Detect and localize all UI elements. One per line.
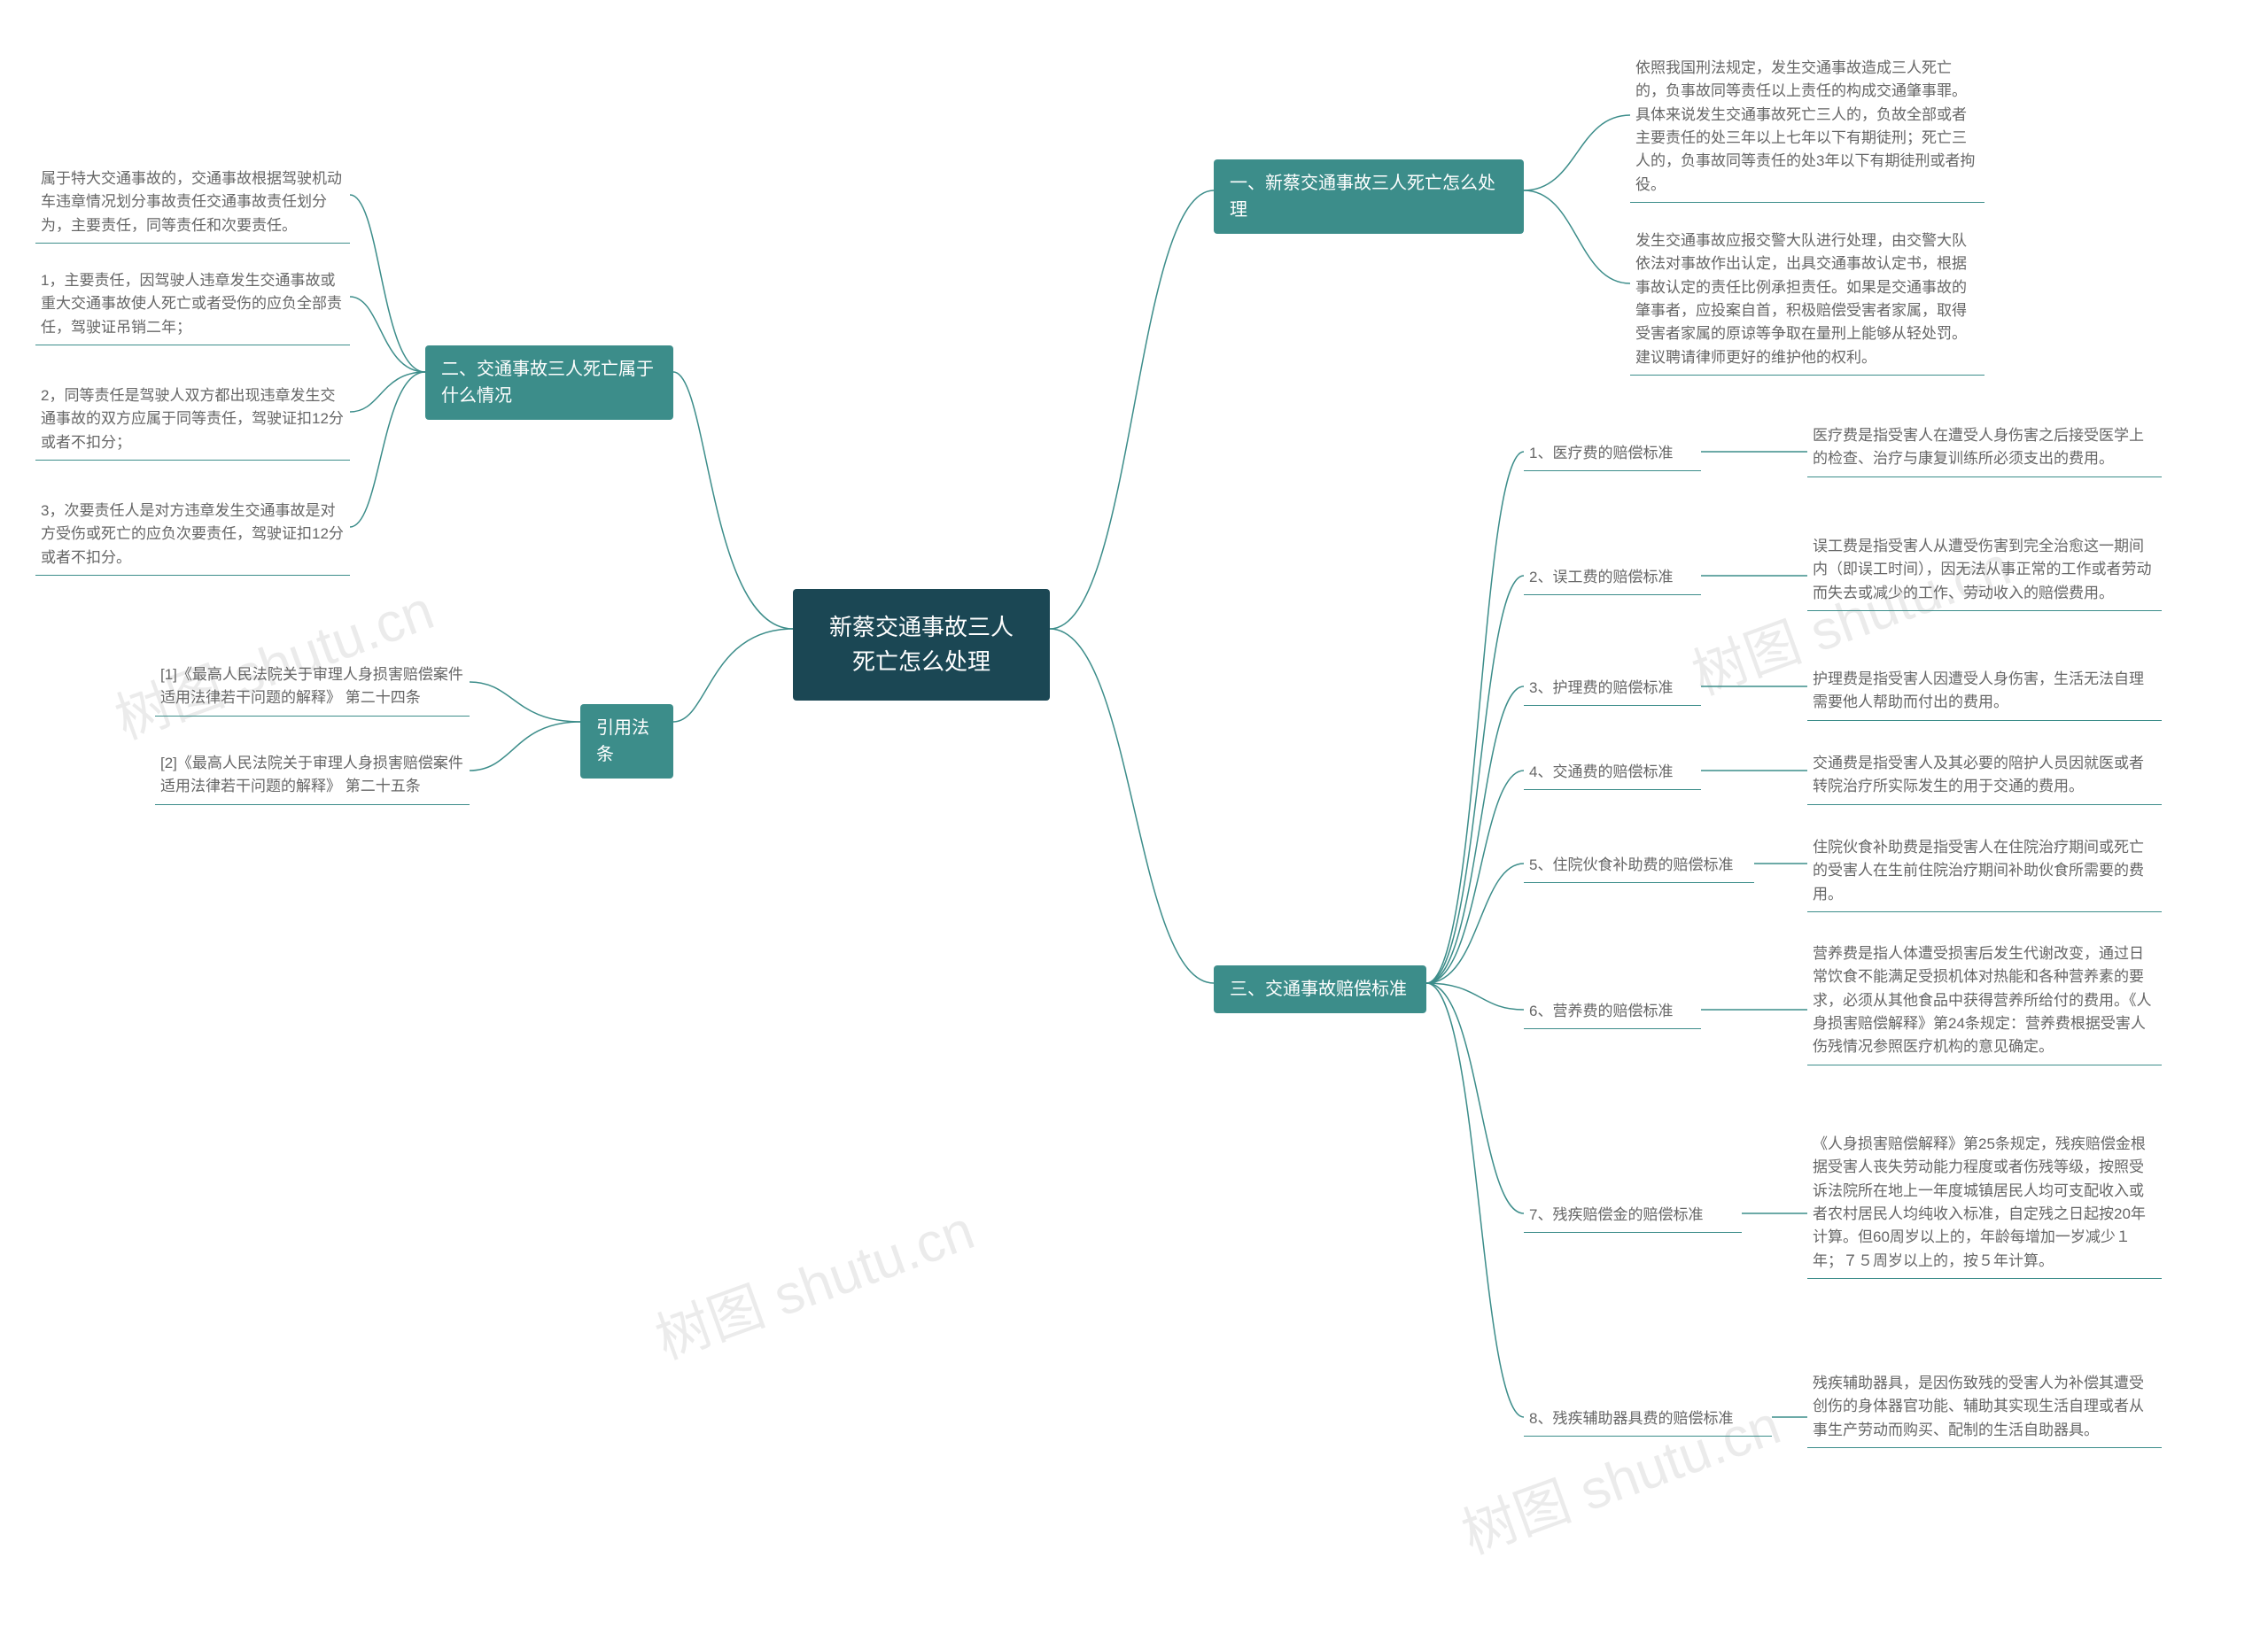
- sub-label: 1、医疗费的赔偿标准: [1529, 445, 1673, 461]
- leaf-right-1b: 发生交通事故应报交警大队进行处理，由交警大队依法对事故作出认定，出具交通事故认定…: [1630, 226, 1984, 376]
- leaf-left-1b: 1，主要责任，因驾驶人违章发生交通事故或重大交通事故使人死亡或者受伤的应负全部责…: [35, 266, 350, 345]
- sub-label: 3、护理费的赔偿标准: [1529, 679, 1673, 696]
- root-node: 新蔡交通事故三人死亡怎么处理: [793, 589, 1050, 701]
- leaf-left-2b: [2]《最高人民法院关于审理人身损害赔偿案件适用法律若干问题的解释》 第二十五条: [155, 748, 470, 805]
- leaf-text: 营养费是指人体遭受损害后发生代谢改变，通过日常饮食不能满足受损机体对热能和各种营…: [1813, 945, 2152, 1055]
- leaf-text: 《人身损害赔偿解释》第25条规定，残疾赔偿金根据受害人丧失劳动能力程度或者伤残等…: [1813, 1135, 2146, 1269]
- sub-label: 6、营养费的赔偿标准: [1529, 1003, 1673, 1019]
- leaf-text: 发生交通事故应报交警大队进行处理，由交警大队依法对事故作出认定，出具交通事故认定…: [1635, 232, 1967, 366]
- sub-right-2-7: 7、残疾赔偿金的赔偿标准: [1524, 1200, 1742, 1233]
- leaf-right-1a: 依照我国刑法规定，发生交通事故造成三人死亡的，负事故同等责任以上责任的构成交通肇…: [1630, 53, 1984, 203]
- sub-right-2-1: 1、医疗费的赔偿标准: [1524, 438, 1701, 471]
- branch-right-1: 一、新蔡交通事故三人死亡怎么处理: [1214, 159, 1524, 234]
- leaf-text: 依照我国刑法规定，发生交通事故造成三人死亡的，负事故同等责任以上责任的构成交通肇…: [1635, 59, 1975, 193]
- sub-right-2-8: 8、残疾辅助器具费的赔偿标准: [1524, 1404, 1772, 1437]
- leaf-left-1a: 属于特大交通事故的，交通事故根据驾驶机动车违章情况划分事故责任交通事故责任划分为…: [35, 164, 350, 244]
- leaf-right-2-1: 医疗费是指受害人在遭受人身伤害之后接受医学上的检查、治疗与康复训练所必须支出的费…: [1807, 421, 2162, 477]
- sub-right-2-4: 4、交通费的赔偿标准: [1524, 757, 1701, 790]
- leaf-right-2-7: 《人身损害赔偿解释》第25条规定，残疾赔偿金根据受害人丧失劳动能力程度或者伤残等…: [1807, 1129, 2162, 1279]
- branch-right-2-label: 三、交通事故赔偿标准: [1230, 980, 1407, 999]
- leaf-text: 1，主要责任，因驾驶人违章发生交通事故或重大交通事故使人死亡或者受伤的应负全部责…: [41, 272, 342, 336]
- sub-label: 5、住院伙食补助费的赔偿标准: [1529, 856, 1733, 873]
- leaf-text: 护理费是指受害人因遭受人身伤害，生活无法自理需要他人帮助而付出的费用。: [1813, 670, 2144, 710]
- leaf-text: [2]《最高人民法院关于审理人身损害赔偿案件适用法律若干问题的解释》 第二十五条: [160, 755, 463, 794]
- branch-right-2: 三、交通事故赔偿标准: [1214, 965, 1426, 1013]
- leaf-left-1c: 2，同等责任是驾驶人双方都出现违章发生交通事故的双方应属于同等责任，驾驶证扣12…: [35, 381, 350, 461]
- leaf-left-1d: 3，次要责任人是对方违章发生交通事故是对方受伤或死亡的应负次要责任，驾驶证扣12…: [35, 496, 350, 576]
- sub-right-2-5: 5、住院伙食补助费的赔偿标准: [1524, 850, 1754, 883]
- sub-right-2-3: 3、护理费的赔偿标准: [1524, 673, 1701, 706]
- leaf-right-2-6: 营养费是指人体遭受损害后发生代谢改变，通过日常饮食不能满足受损机体对热能和各种营…: [1807, 939, 2162, 1065]
- leaf-text: 2，同等责任是驾驶人双方都出现违章发生交通事故的双方应属于同等责任，驾驶证扣12…: [41, 387, 344, 451]
- sub-right-2-2: 2、误工费的赔偿标准: [1524, 562, 1701, 595]
- leaf-text: 残疾辅助器具，是因伤致残的受害人为补偿其遭受创伤的身体器官功能、辅助其实现生活自…: [1813, 1375, 2144, 1438]
- branch-left-2-label: 引用法条: [596, 718, 649, 764]
- watermark: 树图 shutu.cn: [643, 1185, 983, 1374]
- leaf-text: 误工费是指受害人从遭受伤害到完全治愈这一期间内（即误工时间），因无法从事正常的工…: [1813, 538, 2152, 601]
- sub-label: 2、误工费的赔偿标准: [1529, 569, 1673, 585]
- leaf-text: 医疗费是指受害人在遭受人身伤害之后接受医学上的检查、治疗与康复训练所必须支出的费…: [1813, 427, 2144, 467]
- leaf-left-2a: [1]《最高人民法院关于审理人身损害赔偿案件适用法律若干问题的解释》 第二十四条: [155, 660, 470, 717]
- leaf-text: 交通费是指受害人及其必要的陪护人员因就医或者转院治疗所实际发生的用于交通的费用。: [1813, 755, 2144, 794]
- sub-label: 7、残疾赔偿金的赔偿标准: [1529, 1206, 1703, 1223]
- sub-label: 4、交通费的赔偿标准: [1529, 763, 1673, 780]
- root-label: 新蔡交通事故三人死亡怎么处理: [829, 614, 1014, 675]
- sub-label: 8、残疾辅助器具费的赔偿标准: [1529, 1410, 1733, 1427]
- branch-left-2: 引用法条: [580, 704, 673, 779]
- leaf-text: 属于特大交通事故的，交通事故根据驾驶机动车违章情况划分事故责任交通事故责任划分为…: [41, 170, 342, 234]
- sub-right-2-6: 6、营养费的赔偿标准: [1524, 996, 1701, 1029]
- branch-right-1-label: 一、新蔡交通事故三人死亡怎么处理: [1230, 174, 1495, 220]
- leaf-right-2-3: 护理费是指受害人因遭受人身伤害，生活无法自理需要他人帮助而付出的费用。: [1807, 664, 2162, 721]
- leaf-text: 住院伙食补助费是指受害人在住院治疗期间或死亡的受害人在生前住院治疗期间补助伙食所…: [1813, 839, 2144, 903]
- branch-left-1: 二、交通事故三人死亡属于什么情况: [425, 345, 673, 420]
- leaf-right-2-5: 住院伙食补助费是指受害人在住院治疗期间或死亡的受害人在生前住院治疗期间补助伙食所…: [1807, 833, 2162, 912]
- branch-left-1-label: 二、交通事故三人死亡属于什么情况: [441, 360, 654, 406]
- leaf-right-2-8: 残疾辅助器具，是因伤致残的受害人为补偿其遭受创伤的身体器官功能、辅助其实现生活自…: [1807, 1368, 2162, 1448]
- leaf-right-2-4: 交通费是指受害人及其必要的陪护人员因就医或者转院治疗所实际发生的用于交通的费用。: [1807, 748, 2162, 805]
- leaf-text: 3，次要责任人是对方违章发生交通事故是对方受伤或死亡的应负次要责任，驾驶证扣12…: [41, 502, 344, 566]
- leaf-text: [1]《最高人民法院关于审理人身损害赔偿案件适用法律若干问题的解释》 第二十四条: [160, 666, 463, 706]
- leaf-right-2-2: 误工费是指受害人从遭受伤害到完全治愈这一期间内（即误工时间），因无法从事正常的工…: [1807, 531, 2162, 611]
